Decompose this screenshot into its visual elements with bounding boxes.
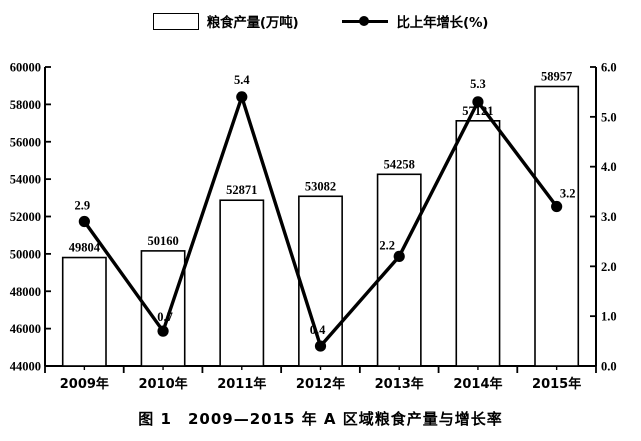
bar xyxy=(140,250,186,367)
bar-group xyxy=(61,256,107,367)
bar-value-label: 54258 xyxy=(384,157,415,171)
line-marker xyxy=(551,200,563,213)
y-tick-label-right: 6.0 xyxy=(601,61,617,75)
legend-label-line: 比上年增长(%) xyxy=(396,15,489,31)
bar-value-label: 52871 xyxy=(226,183,257,197)
line-marker xyxy=(393,250,405,262)
line-marker xyxy=(236,91,248,103)
bar xyxy=(376,173,422,367)
y-tick-label-right: 4.0 xyxy=(601,160,617,174)
line-value-label: 0.4 xyxy=(310,323,326,337)
line-marker xyxy=(472,96,484,108)
chart-legend: 粮食产量(万吨) 比上年增长(%) xyxy=(0,4,641,38)
x-category-label: 2009年 xyxy=(60,376,109,392)
line-marker xyxy=(157,325,169,337)
y-tick-label-right: 0.0 xyxy=(601,360,617,374)
legend-entry-line: 比上年增长(%) xyxy=(342,11,488,31)
line-swatch-icon xyxy=(342,13,389,30)
line-marker xyxy=(314,340,327,352)
x-category-label: 2012年 xyxy=(296,376,345,392)
x-category-label: 2010年 xyxy=(138,376,187,392)
line-value-label: 0.7 xyxy=(157,310,173,324)
bar xyxy=(219,199,265,367)
bar-group xyxy=(219,199,265,367)
bar-swatch-icon xyxy=(152,12,199,30)
y-tick-label-left: 60000 xyxy=(10,61,41,75)
line-value-label: 5.4 xyxy=(234,73,250,87)
y-tick-label-right: 3.0 xyxy=(601,210,617,224)
y-tick-label-left: 52000 xyxy=(10,210,41,224)
line-value-label: 5.3 xyxy=(470,77,486,91)
bar-value-label: 49804 xyxy=(69,241,101,255)
legend-label-bar: 粮食产量(万吨) xyxy=(206,15,299,31)
bar-group xyxy=(140,250,186,367)
x-category-label: 2015年 xyxy=(532,376,581,392)
y-tick-label-left: 54000 xyxy=(10,173,41,187)
x-category-label: 2014年 xyxy=(453,376,502,392)
y-tick-label-left: 44000 xyxy=(10,360,41,374)
bar-value-label: 58957 xyxy=(541,69,572,83)
bar xyxy=(298,195,343,367)
bar-group xyxy=(298,195,343,367)
y-tick-label-left: 56000 xyxy=(10,135,41,149)
x-category-label: 2013年 xyxy=(375,376,424,392)
bar xyxy=(534,85,580,367)
figure-caption: 图 1 2009—2015 年 A 区域粮食产量与增长率 xyxy=(138,410,503,428)
line-value-label: 2.9 xyxy=(75,198,91,212)
x-category-label: 2011年 xyxy=(217,376,266,392)
bar xyxy=(455,120,501,367)
bar xyxy=(61,256,107,367)
y-tick-label-left: 48000 xyxy=(10,285,41,299)
combo-chart: 44000 46000 48000 50000 52000 54000 56000 58000… xyxy=(10,61,617,393)
bar-group xyxy=(455,120,501,367)
line-marker xyxy=(78,215,90,228)
line-value-label: 2.2 xyxy=(379,238,395,252)
bar-group xyxy=(376,173,422,367)
y-tick-label-left: 46000 xyxy=(10,322,41,336)
bar-value-label: 53082 xyxy=(305,179,336,193)
y-tick-label-left: 50000 xyxy=(10,247,41,261)
y-tick-label-right: 1.0 xyxy=(601,310,617,324)
legend-entry-bar: 粮食产量(万吨) xyxy=(152,11,299,31)
line-value-label: 3.2 xyxy=(560,187,576,201)
y-tick-label-right: 2.0 xyxy=(601,260,617,274)
y-tick-label-left: 58000 xyxy=(10,98,41,112)
y-tick-label-right: 5.0 xyxy=(601,110,617,124)
bar-value-label: 50160 xyxy=(147,234,178,248)
chart-plot-area: 44000 46000 48000 50000 52000 54000 56000 58000… xyxy=(10,61,617,393)
bar-group xyxy=(534,85,580,367)
